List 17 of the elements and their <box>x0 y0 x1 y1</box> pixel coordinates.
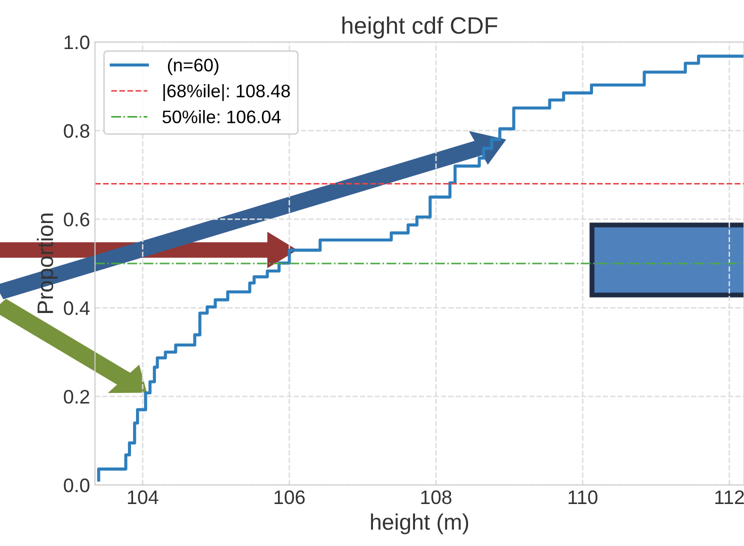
y-tick-label: 0.8 <box>64 124 90 138</box>
y-tick-label: 0.2 <box>64 390 90 404</box>
x-tick-label: 106 <box>274 490 305 504</box>
x-axis-title: height (m) <box>371 514 468 534</box>
chart-title: height cdf CDF <box>342 16 498 39</box>
x-tick-label: 104 <box>128 490 158 504</box>
x-tick-label: 112 <box>715 490 744 504</box>
legend-label: (n=60) <box>168 58 218 76</box>
x-tick-label: 110 <box>568 490 598 504</box>
legend-label: 50%ile: 106.04 <box>162 110 281 124</box>
legend-label: |68%ile|: 108.48 <box>163 84 290 102</box>
y-tick-label: 0.6 <box>64 212 90 226</box>
y-axis-title: Proportion <box>36 214 58 313</box>
y-tick-label: 0.4 <box>64 301 90 316</box>
x-tick-label: 108 <box>421 490 452 504</box>
y-tick-label: 1.0 <box>64 35 90 50</box>
y-tick-label: 0.0 <box>64 478 90 492</box>
